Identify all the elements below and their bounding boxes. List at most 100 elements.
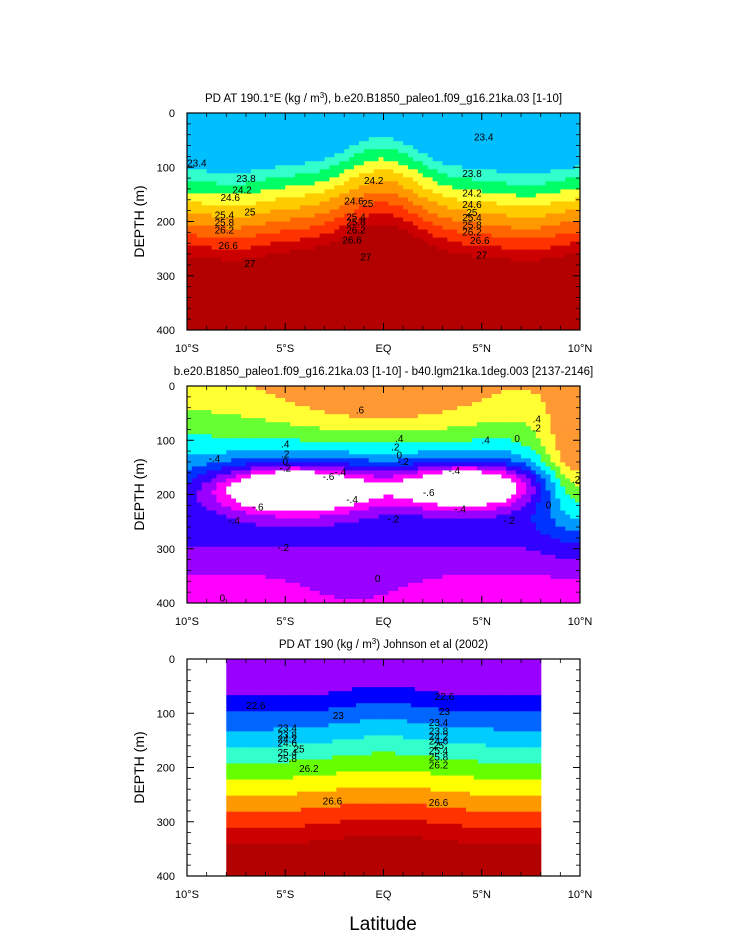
contour-cell — [354, 269, 360, 275]
contour-cell — [221, 506, 227, 512]
contour-cell — [457, 281, 463, 287]
y-tick-label: 200 — [157, 217, 175, 229]
contour-cell — [344, 281, 350, 287]
contour-cell — [525, 153, 532, 158]
contour-cell — [187, 386, 193, 391]
contour-cell — [196, 205, 203, 211]
contour-cell — [226, 574, 232, 580]
contour-cell — [373, 289, 380, 295]
contour-cell — [457, 221, 463, 227]
contour-cell — [462, 325, 468, 330]
contour-cell — [427, 245, 434, 251]
contour-cell — [304, 133, 311, 138]
contour-cell — [471, 241, 478, 247]
contour-cell — [540, 177, 547, 182]
contour-cell — [231, 438, 237, 443]
contour-cell — [299, 313, 306, 319]
contour-cell — [447, 189, 453, 194]
contour-cell — [501, 309, 507, 315]
contour-cell — [260, 169, 267, 174]
contour-cell — [280, 265, 286, 271]
contour-cell — [511, 189, 517, 194]
contour-cell — [560, 237, 566, 243]
contour-cell — [226, 121, 232, 126]
contour-cell — [280, 313, 286, 319]
contour-cell — [221, 490, 227, 496]
contour-cell — [486, 125, 493, 130]
contour-cell — [187, 590, 193, 596]
contour-cell — [314, 181, 321, 186]
contour-cell — [187, 494, 193, 500]
contour-cell — [535, 269, 542, 275]
contour-cell — [481, 117, 488, 122]
contour-cell — [501, 245, 507, 251]
contour-cell — [221, 261, 227, 267]
contour-cell — [349, 325, 355, 330]
contour-cell — [437, 221, 444, 227]
contour-cell — [363, 113, 370, 118]
contour-cell — [275, 249, 281, 255]
contour-cell — [280, 293, 286, 299]
contour-cell — [525, 177, 532, 182]
contour-cell — [565, 273, 571, 279]
contour-cell — [187, 189, 193, 194]
contour-cell — [378, 293, 385, 299]
contour-cell — [481, 253, 488, 259]
contour-cell — [206, 434, 213, 439]
contour-cell — [201, 205, 208, 211]
contour-cell — [521, 229, 527, 235]
contour-cell — [206, 546, 213, 552]
contour-cell — [290, 145, 296, 150]
contour-cell — [521, 197, 527, 203]
contour-cell — [491, 281, 498, 287]
contour-cell — [344, 185, 350, 190]
contour-cell — [525, 313, 532, 319]
contour-cell — [290, 261, 296, 267]
contour-cell — [516, 285, 522, 291]
contour-cell — [201, 534, 208, 540]
contour-cell — [314, 245, 321, 251]
contour-cell — [521, 121, 527, 126]
contour-cell — [427, 141, 434, 146]
contour-cell — [432, 189, 439, 194]
contour-cell — [265, 325, 272, 330]
contour-cell — [241, 313, 247, 319]
contour-cell — [516, 325, 522, 330]
contour-cell — [525, 165, 532, 170]
contour-cell — [545, 169, 552, 174]
contour-cell — [535, 281, 542, 287]
contour-cell — [447, 277, 453, 283]
contour-cell — [363, 233, 370, 239]
contour-cell — [550, 133, 557, 138]
contour-cell — [555, 293, 561, 299]
contour-cell — [437, 205, 444, 211]
contour-cell — [265, 317, 272, 323]
contour-cell — [245, 197, 252, 203]
contour-cell — [373, 317, 380, 323]
contour-cell — [211, 313, 218, 319]
contour-cell — [496, 221, 502, 227]
contour-cell — [383, 185, 390, 190]
contour-cell — [540, 217, 547, 223]
contour-cell — [354, 297, 360, 303]
contour-cell — [501, 165, 507, 170]
contour-cell — [373, 241, 380, 247]
contour-cell — [231, 269, 237, 275]
contour-cell — [545, 241, 552, 247]
contour-cell — [476, 113, 483, 118]
contour-cell — [565, 253, 571, 259]
contour-cell — [231, 422, 237, 427]
contour-cell — [368, 173, 375, 178]
contour-cell — [496, 145, 502, 150]
contour-cell — [417, 113, 424, 118]
contour-cell — [241, 265, 247, 271]
contour-cell — [201, 217, 208, 223]
contour-cell — [462, 245, 468, 251]
contour-cell — [314, 237, 321, 243]
contour-cell — [565, 233, 571, 239]
contour-cell — [206, 269, 213, 275]
contour-cell — [245, 305, 252, 311]
contour-cell — [383, 261, 390, 267]
contour-cell — [211, 125, 218, 130]
contour-cell — [270, 161, 277, 166]
